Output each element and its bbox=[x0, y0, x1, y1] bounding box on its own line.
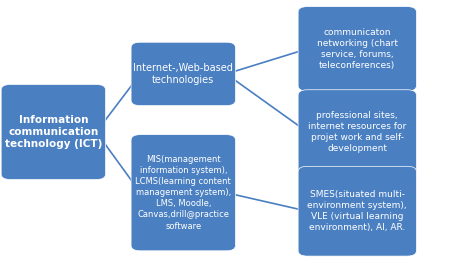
FancyBboxPatch shape bbox=[131, 42, 235, 106]
Text: communicaton
networking (chart
service, forums,
teleconferences): communicaton networking (chart service, … bbox=[316, 28, 397, 70]
FancyBboxPatch shape bbox=[1, 84, 106, 180]
Text: Internet-,Web-based
technologies: Internet-,Web-based technologies bbox=[133, 63, 233, 85]
FancyBboxPatch shape bbox=[297, 166, 416, 256]
Text: Information
communication
technology (ICT): Information communication technology (IC… bbox=[5, 115, 102, 149]
FancyBboxPatch shape bbox=[131, 135, 235, 251]
Text: SMES(situated multi-
environment system),
VLE (virtual learning
environment), AI: SMES(situated multi- environment system)… bbox=[307, 190, 406, 232]
Text: professional sites,
internet resources for
projet work and self-
development: professional sites, internet resources f… bbox=[307, 111, 406, 153]
Text: MIS(management
information system),
LCMS(learning content
management system),
LM: MIS(management information system), LCMS… bbox=[135, 155, 231, 230]
FancyBboxPatch shape bbox=[297, 7, 416, 91]
FancyBboxPatch shape bbox=[297, 90, 416, 174]
